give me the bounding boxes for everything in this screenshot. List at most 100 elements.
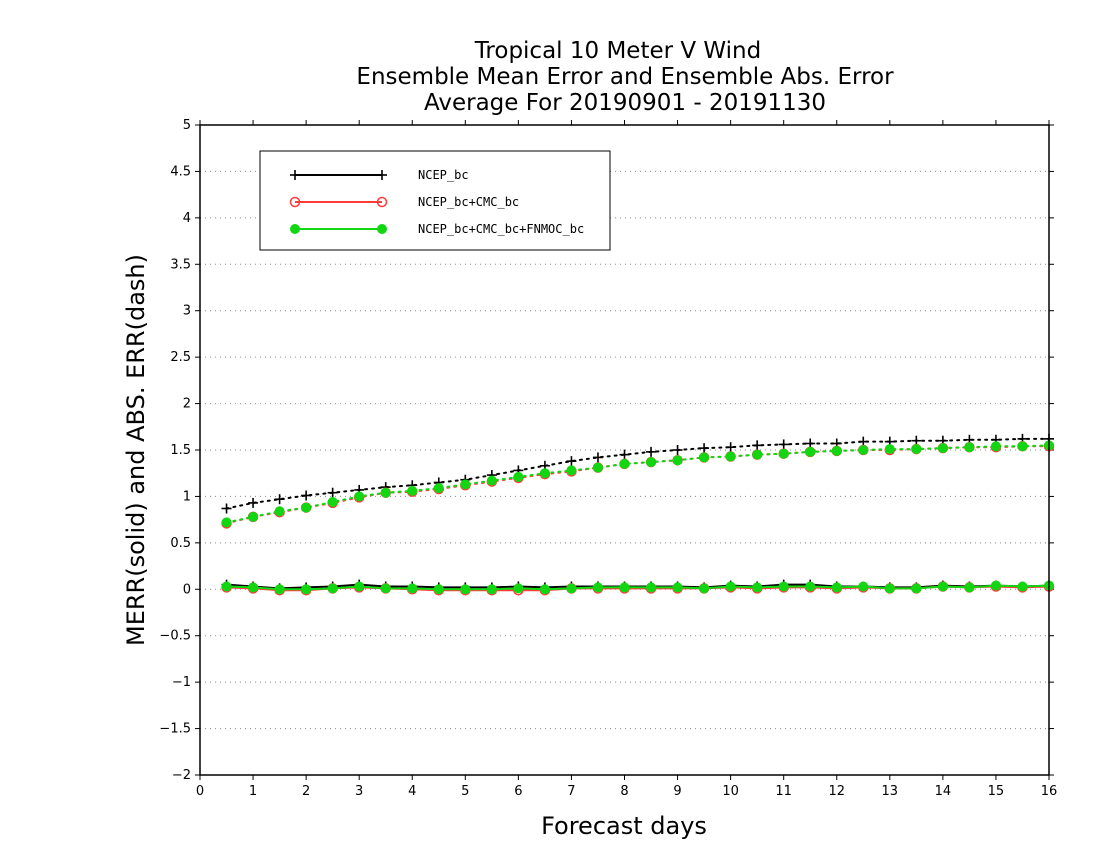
data-point-mean-error [592,582,603,593]
plot-frame [199,124,1050,776]
data-point-mean-error [858,581,869,592]
data-point-mean-error [433,584,444,595]
data-point-mean-error [778,581,789,592]
data-point-mean-error [407,583,418,594]
y-tick-label: 3.5 [170,257,191,272]
data-point-abs-error [884,444,895,455]
y-tick-label: 3 [183,304,191,319]
data-point-abs-error [672,455,683,466]
data-point-mean-error [964,582,975,593]
data-point-mean-error [672,582,683,593]
y-axis-title: MERR(solid) and ABS. ERR(dash) [122,254,150,646]
data-point-abs-error [672,445,683,455]
data-point-mean-error [327,583,338,594]
y-tick-labels: −2 −1.5 −1 −0.5 0 0.5 1 1.5 2 2.5 3 3.5 4 4.5 5 [159,118,191,783]
data-point-abs-error [513,471,524,482]
data-point-mean-error [354,581,365,592]
x-tick-label: 4 [408,784,416,799]
data-point-abs-error [990,441,1001,452]
data-point-abs-error [778,448,789,459]
series-line-abs-error [225,437,1050,510]
data-point-abs-error [911,444,922,455]
data-point-abs-error [937,443,948,454]
y-tick-label: 2.5 [170,350,191,365]
y-tick-label: 4.5 [170,164,191,179]
data-point-abs-error [699,443,710,454]
data-point-abs-error [566,456,577,467]
data-point-abs-error [221,517,232,528]
data-point-mean-error [831,582,842,593]
data-point-mean-error [380,583,391,594]
data-point-abs-error [460,479,471,490]
plot-series [221,433,1055,596]
x-tick-label: 14 [935,784,952,799]
x-tick-label: 0 [196,784,204,799]
data-point-abs-error [327,487,338,498]
data-point-abs-error [592,462,603,473]
x-tick-label: 1 [249,784,257,799]
y-tick-label: 0 [183,582,191,597]
x-tick-label: 10 [722,784,739,799]
data-point-mean-error [301,584,312,595]
data-point-abs-error [221,503,232,514]
data-point-mean-error [619,582,630,593]
x-tick-label: 8 [620,784,628,799]
y-tick-label: −1.5 [159,722,191,737]
data-point-abs-error [805,446,816,457]
y-tick-label: 5 [183,118,191,133]
data-point-abs-error [831,445,842,456]
data-point-abs-error [274,494,285,505]
data-point-abs-error [858,445,869,455]
data-point-abs-error [752,440,763,451]
x-tick-label: 3 [355,784,363,799]
data-point-mean-error [513,583,524,594]
y-tick-label: −0.5 [159,629,191,644]
data-point-abs-error [327,497,338,507]
data-point-mean-error [937,581,948,592]
legend: NCEP_bc NCEP_bc+CMC_bc NCEP_bc+CMC_bc+FNMO… [259,150,611,251]
data-point-mean-error [646,582,657,593]
x-tick-label: 15 [988,784,1005,799]
y-tick-label: 4 [183,211,191,226]
data-point-abs-error [592,452,603,463]
data-point-mean-error [539,584,550,595]
legend-marker-end [377,170,387,180]
data-point-mean-error [460,584,471,595]
x-axis-title: Forecast days [541,812,707,840]
data-point-mean-error [911,583,922,594]
legend-marker-start [289,196,301,208]
data-point-mean-error [805,581,816,592]
data-point-abs-error [619,449,630,460]
data-point-abs-error [301,502,312,513]
x-tick-label: 7 [567,784,575,799]
data-point-abs-error [725,451,736,462]
data-point-abs-error [646,446,657,457]
data-point-mean-error [699,583,710,594]
data-point-abs-error [964,442,975,453]
y-tick-label: 2 [183,397,191,412]
data-point-abs-error [619,458,630,469]
x-tick-label: 6 [514,784,522,799]
y-tick-label: 0.5 [170,536,191,551]
y-tick-label: −2 [172,768,191,783]
x-tick-label: 5 [461,784,469,799]
data-point-abs-error [699,452,710,463]
legend-marker-end [376,196,388,208]
data-point-abs-error [1017,441,1028,452]
y-tick-label: −1 [172,675,191,690]
chart-title-line-2: Ensemble Mean Error and Ensemble Abs. Er… [356,64,894,90]
data-point-mean-error [884,583,895,594]
legend-label: NCEP_bc [418,168,469,182]
y-tick-label: 1.5 [170,443,191,458]
legend-label: NCEP_bc+CMC_bc+FNMOC_bc [418,222,584,236]
data-point-mean-error [248,582,259,593]
data-point-abs-error [248,511,259,522]
data-point-mean-error [486,584,497,595]
x-tick-label: 2 [302,784,310,799]
data-point-mean-error [221,581,232,592]
data-point-abs-error [354,491,365,502]
legend-marker-end [377,224,387,234]
series-2 [221,440,1054,595]
